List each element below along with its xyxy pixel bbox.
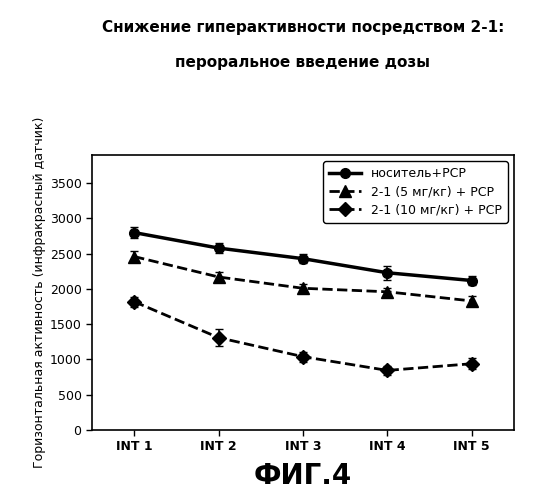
Text: ФИГ.4: ФИГ.4	[254, 462, 352, 490]
Y-axis label: Горизонтальная активность (инфракрасный датчик): Горизонтальная активность (инфракрасный …	[32, 117, 45, 468]
Text: Снижение гиперактивности посредством 2-1:: Снижение гиперактивности посредством 2-1…	[102, 20, 504, 35]
Text: пероральное введение дозы: пероральное введение дозы	[175, 55, 431, 70]
Legend: носитель+PCP, 2-1 (5 мг/кг) + PCP, 2-1 (10 мг/кг) + PCP: носитель+PCP, 2-1 (5 мг/кг) + PCP, 2-1 (…	[323, 161, 507, 222]
